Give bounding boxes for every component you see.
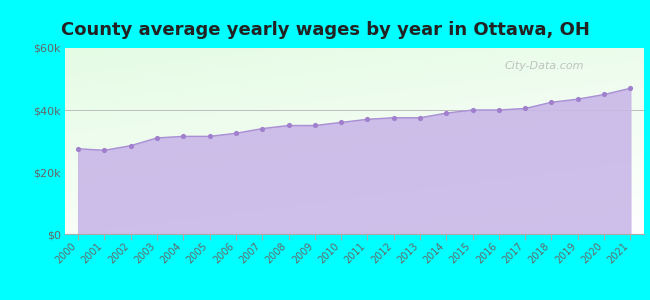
Point xyxy=(494,108,504,112)
Point xyxy=(546,100,556,105)
Text: County average yearly wages by year in Ottawa, OH: County average yearly wages by year in O… xyxy=(60,21,590,39)
Point xyxy=(625,86,636,91)
Point xyxy=(73,146,83,151)
Point xyxy=(257,126,267,131)
Point xyxy=(309,123,320,128)
Point xyxy=(415,115,425,120)
Point xyxy=(178,134,188,139)
Point xyxy=(467,108,478,112)
Point xyxy=(389,115,399,120)
Point xyxy=(283,123,294,128)
Point xyxy=(99,148,110,153)
Point xyxy=(573,97,583,101)
Point xyxy=(231,131,241,136)
Point xyxy=(520,106,530,111)
Point xyxy=(441,111,452,116)
Point xyxy=(204,134,214,139)
Point xyxy=(125,143,136,148)
Point xyxy=(362,117,372,122)
Text: City-Data.com: City-Data.com xyxy=(504,61,584,71)
Point xyxy=(336,120,346,125)
Point xyxy=(152,136,162,140)
Point xyxy=(599,92,609,97)
